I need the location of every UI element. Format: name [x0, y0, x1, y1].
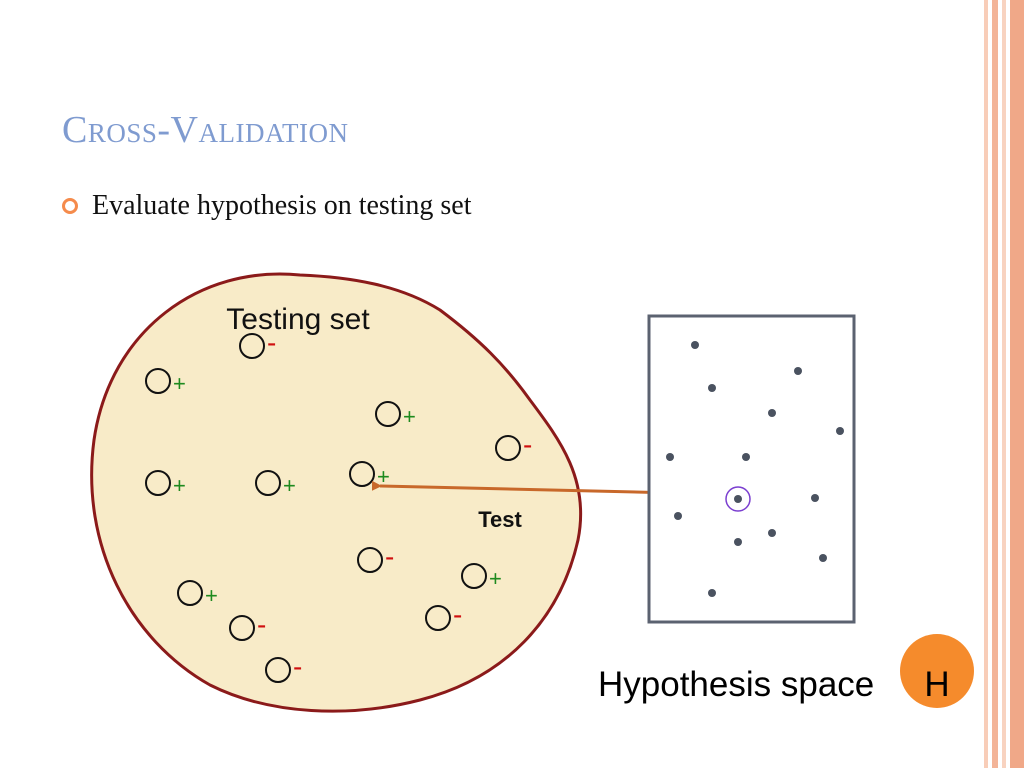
hypothesis-point-group [666, 341, 844, 597]
hypothesis-point [811, 494, 819, 502]
hypothesis-point [674, 512, 682, 520]
slide-title: Cross-Validation [62, 109, 349, 151]
sample-point: + [375, 401, 416, 429]
sample-sign: + [173, 473, 186, 498]
hypothesis-point [691, 341, 699, 349]
bullet-text: Evaluate hypothesis on testing set [92, 190, 472, 221]
sample-sign: - [267, 327, 276, 358]
sample-sign: + [403, 404, 416, 429]
sample-point: - [425, 599, 462, 631]
sample-sign: + [489, 566, 502, 591]
sample-circle-icon [495, 435, 521, 461]
sample-circle-icon [461, 563, 487, 589]
sample-circle-icon [349, 461, 375, 487]
stripe [1002, 0, 1006, 768]
hypothesis-space-symbol: H [924, 665, 949, 704]
decorative-stripes [976, 0, 1024, 768]
sample-sign: - [453, 599, 462, 630]
sample-sign: - [293, 651, 302, 682]
sample-sign: - [257, 609, 266, 640]
sample-circle-icon [425, 605, 451, 631]
selected-hypothesis-ring [725, 486, 751, 512]
sample-sign: + [173, 371, 186, 396]
sample-point: - [229, 609, 266, 641]
sample-sign: + [205, 583, 218, 608]
hypothesis-point [742, 453, 750, 461]
sample-point: + [177, 580, 218, 608]
hypothesis-point [734, 538, 742, 546]
sample-point: - [495, 429, 532, 461]
sample-circle-icon [265, 657, 291, 683]
hypothesis-point [768, 409, 776, 417]
stripe [992, 0, 998, 768]
sample-point: + [145, 368, 186, 396]
sample-sign: + [283, 473, 296, 498]
bullet-ring-icon [62, 198, 78, 214]
hypothesis-point [794, 367, 802, 375]
sample-circle-icon [357, 547, 383, 573]
sample-circle-icon [239, 333, 265, 359]
bullet-item: Evaluate hypothesis on testing set [62, 190, 472, 222]
sample-point: - [265, 651, 302, 683]
sample-circle-icon [145, 470, 171, 496]
sample-point: + [255, 470, 296, 498]
testing-set-region [90, 272, 583, 713]
sample-point: + [145, 470, 186, 498]
hypothesis-space-box [647, 314, 856, 624]
sample-circle-icon [255, 470, 281, 496]
hypothesis-point [819, 554, 827, 562]
stripe [1010, 0, 1024, 768]
stripe [984, 0, 988, 768]
hypothesis-point [666, 453, 674, 461]
sample-circle-icon [177, 580, 203, 606]
testing-set-label: Testing set [226, 303, 370, 336]
sample-circle-icon [145, 368, 171, 394]
sample-sign: - [385, 541, 394, 572]
hypothesis-space-label: Hypothesis space [598, 665, 874, 704]
sample-point: - [357, 541, 394, 573]
hypothesis-point [768, 529, 776, 537]
hypothesis-point [836, 427, 844, 435]
hypothesis-point [708, 589, 716, 597]
sample-circle-icon [375, 401, 401, 427]
hypothesis-point [734, 495, 742, 503]
sample-circle-icon [229, 615, 255, 641]
sample-point: - [239, 327, 276, 359]
test-arrow-label: Test [478, 507, 522, 532]
sample-sign: - [523, 429, 532, 460]
h-badge [900, 634, 974, 708]
hypothesis-point [708, 384, 716, 392]
sample-point: + [461, 563, 502, 591]
